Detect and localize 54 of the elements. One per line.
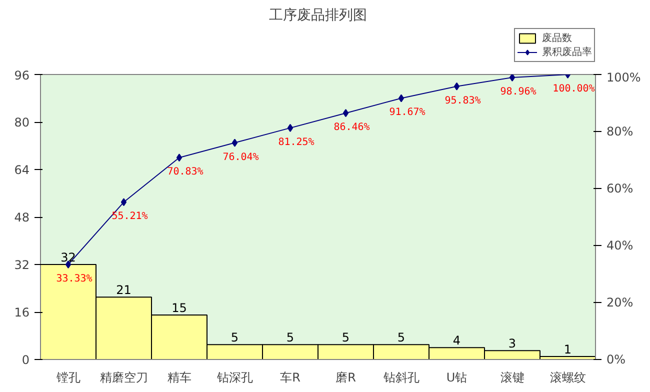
legend-label: 废品数: [542, 32, 572, 45]
legend-label: 累积废品率: [542, 46, 592, 59]
data-label: 15: [172, 300, 187, 315]
data-label: 5: [397, 330, 406, 345]
y2-tick-label: 0%: [606, 352, 626, 366]
y2-tick-label: 20%: [606, 296, 634, 310]
point: [120, 198, 127, 206]
data-label: 4: [452, 334, 461, 348]
x-tick-label: 精车: [167, 370, 192, 384]
data-label: 1: [564, 342, 572, 357]
data-label: 21: [116, 283, 132, 298]
data-label: 70.83%: [167, 166, 204, 178]
y-tick-label: 16: [14, 306, 30, 320]
y-tick-label: 96: [14, 68, 30, 82]
point: [287, 124, 294, 132]
y2-tick-label: 80%: [606, 124, 634, 138]
x-tick-label: 车R: [280, 370, 300, 384]
data-label: 81.25%: [278, 136, 314, 148]
data-label: 76.04%: [222, 152, 259, 163]
x-tick-label: 磨R: [336, 370, 356, 384]
data-label: 55.21%: [112, 211, 148, 222]
x-tick-label: 钻深孔: [216, 370, 253, 384]
point: [398, 94, 404, 102]
y-tick-label: 0: [22, 353, 30, 367]
y-tick-label: 80: [14, 116, 30, 130]
x-tick-label: 滚螺纹: [550, 370, 586, 384]
data-label: 33.33%: [56, 274, 92, 285]
data-label: 91.67%: [389, 107, 426, 118]
x-tick-label: 钻斜孔: [382, 370, 420, 384]
data-label: 86.46%: [334, 122, 370, 134]
point: [509, 74, 516, 82]
point: [454, 82, 460, 90]
point: [232, 138, 238, 147]
data-label: 100.00%: [552, 84, 595, 94]
x-tick-label: 精磨空刀: [100, 370, 148, 384]
data-label: 98.96%: [500, 86, 536, 98]
y2-tick-label: 100%: [606, 70, 641, 84]
x-tick-label: 滚键: [500, 370, 524, 384]
data-label: 5: [286, 330, 294, 345]
data-label: 5: [230, 330, 239, 345]
chart-title: 工序废品排列图: [269, 8, 367, 24]
data-label: 5: [342, 330, 350, 345]
point: [176, 154, 182, 162]
y2-tick-label: 60%: [606, 182, 634, 196]
data-label: 3: [508, 336, 516, 351]
y2-tick-label: 40%: [606, 238, 634, 252]
data-label: 95.83%: [444, 95, 481, 106]
x-tick-label: 镗孔: [55, 370, 80, 384]
x-tick-label: U钻: [446, 370, 468, 384]
y-tick-label: 64: [14, 163, 30, 177]
data-label: 32: [60, 250, 76, 264]
y-tick-label: 48: [14, 210, 30, 224]
point: [342, 109, 349, 118]
y-tick-label: 32: [14, 258, 30, 272]
